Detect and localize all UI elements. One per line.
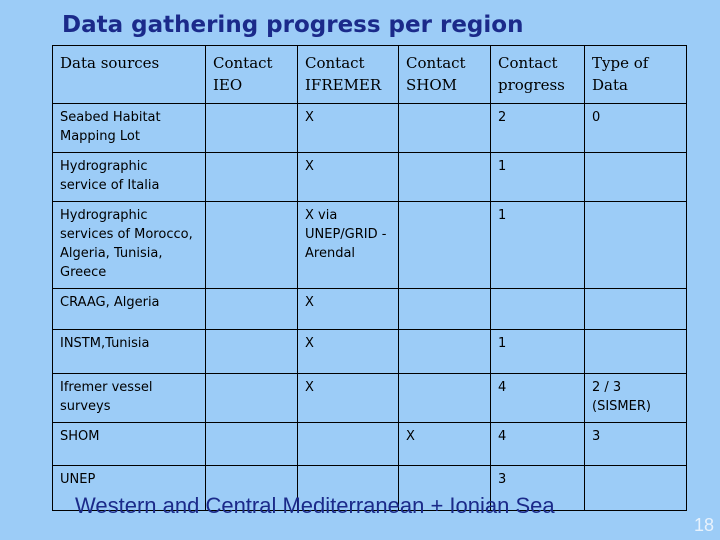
- data-table: Data sources Contact IEO Contact IFREMER Co…: [52, 45, 687, 511]
- column-header: Data sources: [52, 45, 206, 104]
- table-cell: X: [398, 422, 491, 466]
- table-cell: [205, 103, 298, 153]
- table-cell: Ifremer vessel surveys: [52, 373, 206, 423]
- table-cell: Hydrographic service of Italia: [52, 152, 206, 202]
- table-cell: [205, 152, 298, 202]
- table-cell: [205, 422, 298, 466]
- table-cell: [584, 152, 687, 202]
- table-cell: [398, 152, 491, 202]
- column-header: Contact IEO: [205, 45, 298, 104]
- table-cell: X: [297, 373, 399, 423]
- table-cell: [490, 288, 585, 330]
- table-cell: CRAAG, Algeria: [52, 288, 206, 330]
- table-cell: [584, 465, 687, 511]
- table-cell: 3: [490, 465, 585, 511]
- table-cell: 1: [490, 152, 585, 202]
- table-cell: [584, 201, 687, 289]
- table-cell: 4: [490, 422, 585, 466]
- table-row: UNEP 3: [52, 465, 687, 511]
- table-cell: Seabed Habitat Mapping Lot: [52, 103, 206, 153]
- table-cell: [205, 465, 298, 511]
- table-cell: 1: [490, 329, 585, 374]
- table-row: SHOM X 4 3: [52, 422, 687, 466]
- page-number: 18: [693, 515, 714, 535]
- table-cell: [205, 329, 298, 374]
- table-cell: X: [297, 152, 399, 202]
- table-row: Hydrographic services of Morocco, Algeri…: [52, 201, 687, 289]
- table-cell: [584, 288, 687, 330]
- table-cell: [205, 373, 298, 423]
- caption: Western and Central Mediterranean + Ioni…: [75, 493, 555, 518]
- table-row: INSTM,Tunisia X 1: [52, 329, 687, 374]
- table-row: Hydrographic service of Italia X 1: [52, 152, 687, 202]
- table-row: Ifremer vessel surveys X 4 2 / 3 (SISMER): [52, 373, 687, 423]
- table-cell: Hydrographic services of Morocco, Algeri…: [52, 201, 206, 289]
- table-cell: [398, 201, 491, 289]
- table-cell: X via UNEP/GRID -Arendal: [297, 201, 399, 289]
- table-cell: [297, 465, 399, 511]
- table-cell: 2: [490, 103, 585, 153]
- table-cell: 1: [490, 201, 585, 289]
- table-cell: [398, 373, 491, 423]
- table-header: Data sources Contact IEO Contact IFREMER Co…: [52, 45, 687, 104]
- table-cell: 3: [584, 422, 687, 466]
- table-cell: [297, 422, 399, 466]
- table-cell: X: [297, 103, 399, 153]
- table-cell: X: [297, 329, 399, 374]
- table-cell: [398, 465, 491, 511]
- table-cell: [205, 201, 298, 289]
- table-cell: [205, 288, 298, 330]
- table-cell: SHOM: [52, 422, 206, 466]
- table-cell: [398, 288, 491, 330]
- column-header: Contact progress: [490, 45, 585, 104]
- table-cell: UNEP: [52, 465, 206, 511]
- table-row: Seabed Habitat Mapping Lot X 2 0: [52, 103, 687, 153]
- table-cell: [584, 329, 687, 374]
- column-header: Contact IFREMER: [297, 45, 399, 104]
- table-cell: 4: [490, 373, 585, 423]
- column-header: Contact SHOM: [398, 45, 491, 104]
- table-cell: [398, 103, 491, 153]
- table-cell: 2 / 3 (SISMER): [584, 373, 687, 423]
- table-cell: 0: [584, 103, 687, 153]
- header-row: Data sources Contact IEO Contact IFREMER Co…: [52, 45, 687, 104]
- table-body: Seabed Habitat Mapping Lot X 2 0 Hydrographi…: [52, 103, 687, 511]
- column-header: Type of Data: [584, 45, 687, 104]
- table-cell: X: [297, 288, 399, 330]
- slide-title: Data gathering progress per region: [62, 12, 524, 38]
- table-row: CRAAG, Algeria X: [52, 288, 687, 330]
- table-cell: INSTM,Tunisia: [52, 329, 206, 374]
- table-cell: [398, 329, 491, 374]
